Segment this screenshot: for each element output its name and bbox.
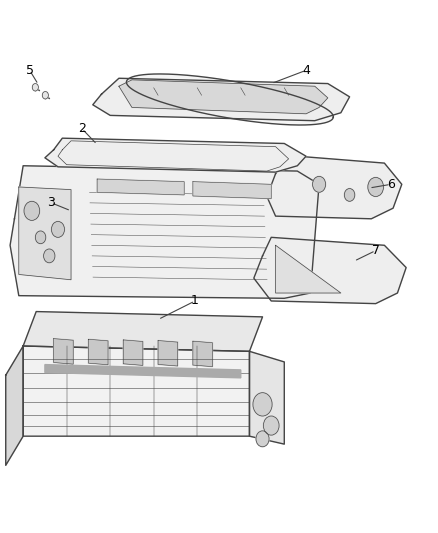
Circle shape xyxy=(263,416,279,435)
Polygon shape xyxy=(45,138,306,172)
Polygon shape xyxy=(10,166,319,298)
Circle shape xyxy=(253,393,272,416)
Polygon shape xyxy=(158,341,178,366)
Text: 3: 3 xyxy=(47,196,55,209)
Circle shape xyxy=(344,189,355,201)
Circle shape xyxy=(24,201,40,220)
Circle shape xyxy=(256,431,269,447)
Circle shape xyxy=(313,176,325,192)
Polygon shape xyxy=(267,155,402,219)
Polygon shape xyxy=(97,179,184,195)
Polygon shape xyxy=(276,245,341,293)
Circle shape xyxy=(32,84,39,91)
Circle shape xyxy=(368,177,384,197)
Polygon shape xyxy=(23,346,250,436)
Polygon shape xyxy=(88,340,108,365)
Text: 5: 5 xyxy=(26,64,34,77)
Polygon shape xyxy=(53,338,73,364)
Polygon shape xyxy=(127,74,333,125)
Circle shape xyxy=(42,92,48,99)
Circle shape xyxy=(51,221,64,237)
Polygon shape xyxy=(123,340,143,365)
Polygon shape xyxy=(6,346,23,465)
Circle shape xyxy=(44,249,55,263)
Polygon shape xyxy=(250,351,284,444)
Polygon shape xyxy=(23,312,262,351)
Polygon shape xyxy=(254,237,406,304)
Text: 1: 1 xyxy=(191,294,199,308)
Text: 6: 6 xyxy=(387,178,395,191)
Text: 4: 4 xyxy=(302,64,310,77)
Text: 7: 7 xyxy=(372,244,380,257)
Circle shape xyxy=(35,231,46,244)
Polygon shape xyxy=(119,80,328,114)
Polygon shape xyxy=(19,187,71,280)
Polygon shape xyxy=(45,365,241,378)
Polygon shape xyxy=(93,78,350,120)
Text: 2: 2 xyxy=(78,122,86,135)
Polygon shape xyxy=(193,182,271,199)
Polygon shape xyxy=(193,341,212,367)
